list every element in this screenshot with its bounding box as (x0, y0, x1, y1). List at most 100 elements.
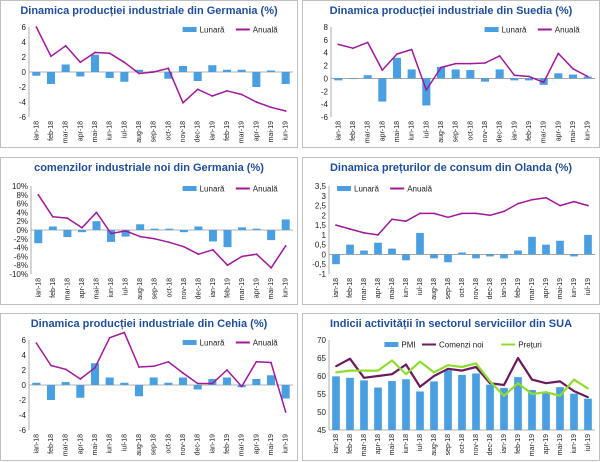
y-tick-label: 2 (22, 366, 27, 375)
x-tick-label: aug-18 (137, 278, 144, 300)
legend-label: Lunară (200, 339, 225, 348)
y-tick-label: 2 (22, 53, 27, 62)
bar (134, 385, 144, 397)
legend-label: Lunară (354, 185, 379, 194)
data-point (433, 371, 435, 374)
y-tick-label: -1 (319, 270, 327, 279)
data-point (284, 244, 287, 247)
data-point (513, 74, 516, 77)
data-point (461, 369, 463, 372)
bar (107, 230, 116, 242)
bar (556, 240, 564, 255)
data-point (503, 210, 505, 213)
data-point (270, 106, 272, 109)
bar (542, 392, 550, 430)
legend-label: Anuală (253, 339, 278, 348)
data-point (545, 382, 547, 385)
x-tick-label: mar-19 (529, 434, 536, 456)
bar (500, 254, 508, 259)
x-tick-label: feb-19 (225, 278, 232, 298)
data-point (405, 363, 407, 366)
x-tick-label: sep-18 (445, 434, 452, 456)
data-point (542, 81, 545, 84)
bar (193, 72, 202, 81)
bar (281, 72, 290, 84)
x-tick-label: oct-18 (166, 278, 173, 298)
data-point (469, 62, 472, 65)
y-tick-label: -2 (19, 396, 27, 405)
data-point (108, 52, 111, 55)
x-tick-label: aug-18 (431, 434, 438, 456)
bar (193, 385, 202, 390)
data-point (531, 198, 533, 201)
x-tick-label: apr-19 (543, 278, 550, 298)
data-point (498, 55, 501, 57)
x-tick-label: mai-18 (394, 121, 401, 143)
data-point (211, 95, 214, 97)
bar (90, 363, 100, 385)
chart-panel-sweden-industrial: Dinamica producției industriale din Sued… (302, 0, 600, 148)
x-tick-label: iun-19 (283, 278, 290, 298)
bar (105, 377, 114, 385)
x-tick-label: nov-18 (482, 121, 489, 143)
y-tick-label: 10% (12, 182, 28, 191)
data-point (337, 43, 340, 46)
data-point (138, 72, 140, 75)
data-point (182, 245, 185, 248)
bar (542, 244, 550, 255)
data-point (270, 361, 272, 364)
x-tick-label: feb-18 (347, 434, 354, 454)
bar (208, 65, 217, 72)
data-point (95, 211, 98, 214)
bar (92, 221, 101, 230)
x-tick-label: apr-18 (77, 434, 84, 454)
data-point (284, 411, 287, 413)
legend-label: Anuală (407, 185, 432, 194)
x-tick-label: apr-18 (375, 278, 382, 298)
bar (334, 78, 343, 81)
bar (570, 254, 578, 257)
x-tick-label: nov-18 (180, 121, 187, 143)
x-tick-label: iul-18 (123, 278, 130, 295)
data-point (517, 382, 519, 385)
bar (238, 227, 247, 230)
y-tick-label: 2 (324, 62, 329, 71)
bar (237, 69, 246, 72)
chart-title: Dinamica producției industriale din Cehi… (30, 318, 268, 330)
x-tick-label: iun-19 (283, 121, 290, 141)
data-point (586, 75, 589, 78)
data-point (50, 364, 52, 367)
chart-svg: 70 65 60 55 50 45 ian-18 feb-18 mar-18 apr-18 mai-… (317, 336, 595, 456)
legend-swatch (337, 186, 351, 191)
data-point (168, 241, 171, 244)
x-tick-label: dec-18 (487, 434, 494, 456)
chart-title: Dinamica producției industriale din Germ… (20, 5, 278, 17)
bar (486, 254, 494, 257)
bar (105, 72, 114, 78)
y-tick-label: 4 (324, 49, 329, 58)
data-point (545, 196, 547, 199)
x-tick-label: apr-18 (77, 121, 84, 141)
x-tick-label: mai-18 (94, 278, 101, 300)
bar (480, 78, 490, 82)
x-tick-label: feb-18 (350, 121, 357, 141)
x-tick-label: mar-18 (63, 121, 70, 143)
bar (266, 70, 276, 72)
bar (267, 230, 276, 241)
x-tick-label: iun-19 (571, 278, 578, 298)
x-tick-label: ian-19 (501, 278, 508, 298)
x-tick-label: feb-19 (515, 434, 522, 454)
data-point (152, 365, 155, 368)
data-point (391, 373, 393, 376)
data-point (64, 368, 67, 371)
chart-title: Dinamica prețurilor de consum din Olanda… (329, 162, 573, 174)
bar (416, 391, 424, 430)
x-tick-label: aug-18 (431, 278, 438, 300)
data-point (447, 216, 449, 219)
x-tick-label: apr-18 (375, 434, 382, 454)
data-point (484, 62, 486, 64)
x-tick-label: oct-18 (459, 278, 466, 298)
bar (374, 387, 382, 430)
data-point (182, 372, 184, 374)
